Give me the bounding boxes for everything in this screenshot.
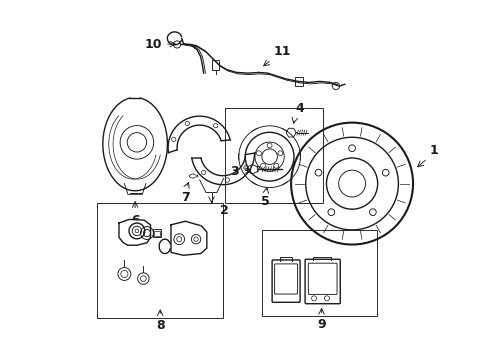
Circle shape [314, 169, 321, 176]
Circle shape [174, 234, 184, 244]
Text: 11: 11 [273, 45, 291, 58]
Text: 1: 1 [428, 144, 437, 157]
Circle shape [256, 151, 261, 156]
Circle shape [266, 143, 271, 148]
Text: 4: 4 [295, 103, 304, 116]
Circle shape [369, 209, 375, 216]
Circle shape [129, 223, 144, 239]
Text: 2: 2 [220, 204, 229, 217]
Text: 10: 10 [144, 38, 162, 51]
Text: 9: 9 [317, 319, 325, 332]
Bar [153, 230, 159, 235]
Circle shape [260, 163, 265, 168]
Circle shape [382, 169, 388, 176]
Text: 5: 5 [261, 195, 269, 208]
Text: 7: 7 [181, 192, 190, 204]
Circle shape [118, 267, 131, 280]
Polygon shape [171, 221, 206, 255]
Polygon shape [119, 220, 150, 245]
Bar [152, 229, 160, 237]
Circle shape [273, 163, 278, 168]
Bar [224, 108, 323, 203]
Bar [261, 230, 376, 316]
Text: 3: 3 [230, 165, 239, 177]
Bar [294, 77, 302, 86]
Circle shape [137, 273, 149, 284]
Bar [212, 60, 219, 70]
Circle shape [327, 209, 334, 216]
Text: 8: 8 [156, 319, 164, 332]
Bar [97, 203, 223, 318]
Circle shape [277, 151, 282, 156]
Circle shape [191, 234, 201, 244]
Text: 6: 6 [131, 214, 139, 227]
Circle shape [348, 145, 355, 152]
